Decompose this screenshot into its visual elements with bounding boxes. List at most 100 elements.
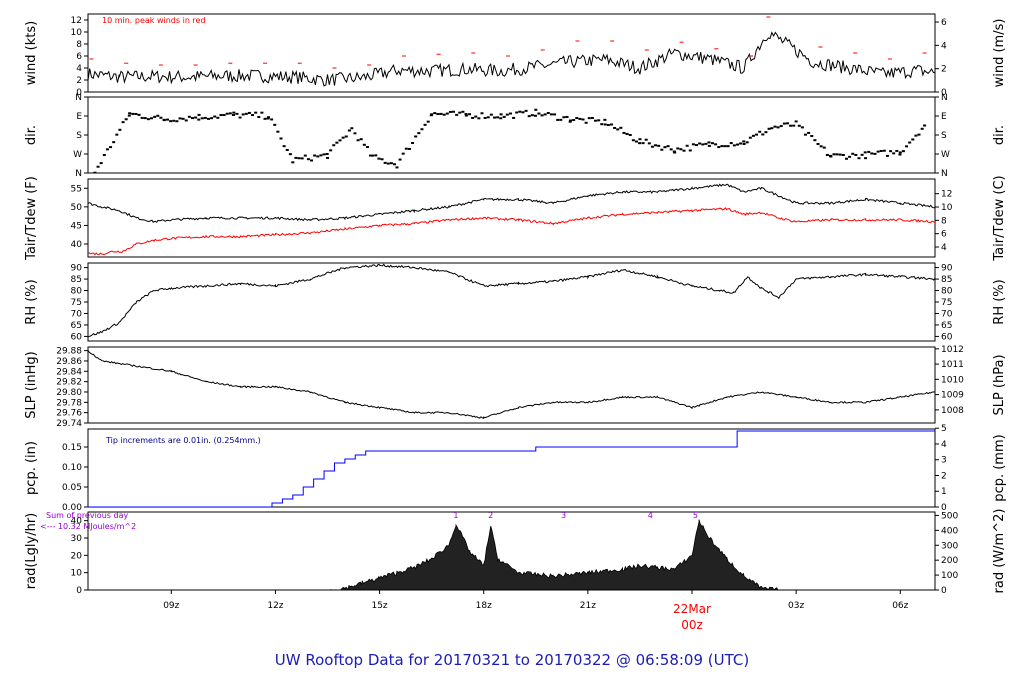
dir-point — [622, 131, 626, 134]
dir-point — [676, 147, 680, 150]
dir-point — [848, 155, 852, 158]
dir-point — [660, 148, 664, 151]
dir-point — [322, 153, 326, 156]
dir-point — [755, 133, 759, 136]
dir-point — [294, 156, 298, 159]
dir-point — [773, 125, 777, 128]
dir-point — [546, 111, 550, 114]
dir-point — [347, 129, 351, 132]
dir-point — [297, 157, 301, 160]
time-axis: 09z 12z 15z 18z 21z 03z 06z 22Mar 00z — [163, 590, 909, 632]
dir-point — [404, 147, 408, 150]
rad-marker-label: 1 — [453, 511, 458, 520]
dir-point — [559, 118, 563, 121]
dir-point — [710, 142, 714, 145]
dir-point — [584, 121, 588, 124]
dir-point — [222, 114, 226, 117]
dir-point — [251, 114, 255, 117]
dir-point — [483, 116, 487, 119]
dir-point — [898, 153, 902, 156]
dir-point — [169, 120, 173, 123]
dir-point — [851, 152, 855, 155]
dir-point — [319, 154, 323, 157]
dir-point — [860, 153, 864, 156]
dir-point — [603, 123, 607, 126]
dir-point — [679, 148, 683, 151]
dir-point — [436, 113, 440, 116]
wind-left-tick-label: 10 — [71, 28, 83, 38]
dir-point — [832, 153, 836, 156]
pcp-data — [88, 430, 935, 507]
dir-left-tick-label: N — [75, 169, 82, 179]
dir-point — [654, 144, 658, 147]
wind-series-line — [88, 31, 935, 87]
page-title: UW Rooftop Data for 20170321 to 20170322… — [275, 651, 749, 669]
rad-left-tick-label: 0 — [76, 586, 82, 596]
dir-point — [829, 155, 833, 158]
dir-point — [401, 152, 405, 155]
rh-left-tick-label: 90 — [71, 264, 83, 274]
dir-point — [197, 118, 201, 121]
dir-point — [672, 150, 676, 153]
dir-point — [326, 156, 330, 159]
dir-point — [905, 145, 909, 148]
rad-right-tick-label: 0 — [941, 586, 947, 596]
dir-point — [386, 162, 390, 165]
wind-data — [88, 16, 935, 87]
dir-point — [329, 149, 333, 152]
dir-point — [742, 140, 746, 143]
wind-left-tick-label: 12 — [71, 16, 82, 26]
rad-right-tick-label: 400 — [941, 526, 958, 536]
pcp-right-tick-label: 2 — [941, 471, 947, 481]
slp-left-tick-label: 29.88 — [56, 347, 82, 357]
dir-point — [673, 151, 677, 154]
dir-point — [835, 153, 839, 156]
panel-temp: 40 45 50 55 4 6 8 10 12 Tair/Tdew (F) Tair/Tdew (C… — [24, 175, 1007, 261]
dir-point — [512, 116, 516, 119]
dir-point — [178, 117, 182, 120]
dir-point — [115, 133, 119, 136]
wind-left-tick-label: 2 — [76, 76, 82, 86]
dir-point — [908, 141, 912, 144]
dir-point — [714, 143, 718, 146]
dir-point — [838, 153, 842, 156]
dir-point — [417, 132, 421, 135]
dir-point — [213, 115, 217, 118]
dir-point — [407, 147, 411, 150]
dir-point — [442, 113, 446, 116]
dir-point — [362, 143, 366, 146]
rad-area — [330, 519, 779, 590]
dir-point — [751, 134, 755, 137]
rh-right-tick-label: 70 — [941, 309, 953, 319]
dir-point — [267, 116, 271, 119]
dir-point — [393, 163, 397, 166]
rad-data: 1 2 3 4 5 — [310, 511, 804, 590]
temp-left-tick-label: 40 — [71, 240, 83, 250]
dir-point — [316, 155, 320, 158]
dir-point — [341, 136, 345, 139]
pcp-note: Tip increments are 0.01in. (0.254mm.) — [105, 436, 261, 445]
dir-point — [794, 120, 798, 123]
dir-ylabel-left: dir. — [24, 125, 39, 145]
dir-point — [93, 171, 97, 173]
dir-point — [380, 158, 384, 161]
dir-point — [779, 125, 783, 128]
rh-left-tick-label: 70 — [71, 309, 83, 319]
dir-point — [505, 113, 509, 116]
dir-point — [816, 142, 820, 145]
slp-left-tick-label: 29.78 — [56, 398, 82, 408]
dir-point — [745, 141, 749, 144]
rad-right-tick-label: 300 — [941, 541, 958, 551]
dir-point — [254, 111, 258, 114]
dir-point — [395, 166, 399, 169]
dir-point — [165, 118, 169, 121]
rad-right-tick-label: 500 — [941, 511, 958, 521]
dir-point — [127, 114, 131, 117]
dir-point — [134, 112, 138, 115]
dir-point — [792, 124, 796, 127]
dir-point — [439, 112, 443, 115]
pcp-right-tick-label: 1 — [941, 487, 947, 497]
dir-point — [666, 145, 670, 148]
dir-point — [303, 154, 307, 157]
temp-right-tick-label: 6 — [941, 230, 947, 240]
